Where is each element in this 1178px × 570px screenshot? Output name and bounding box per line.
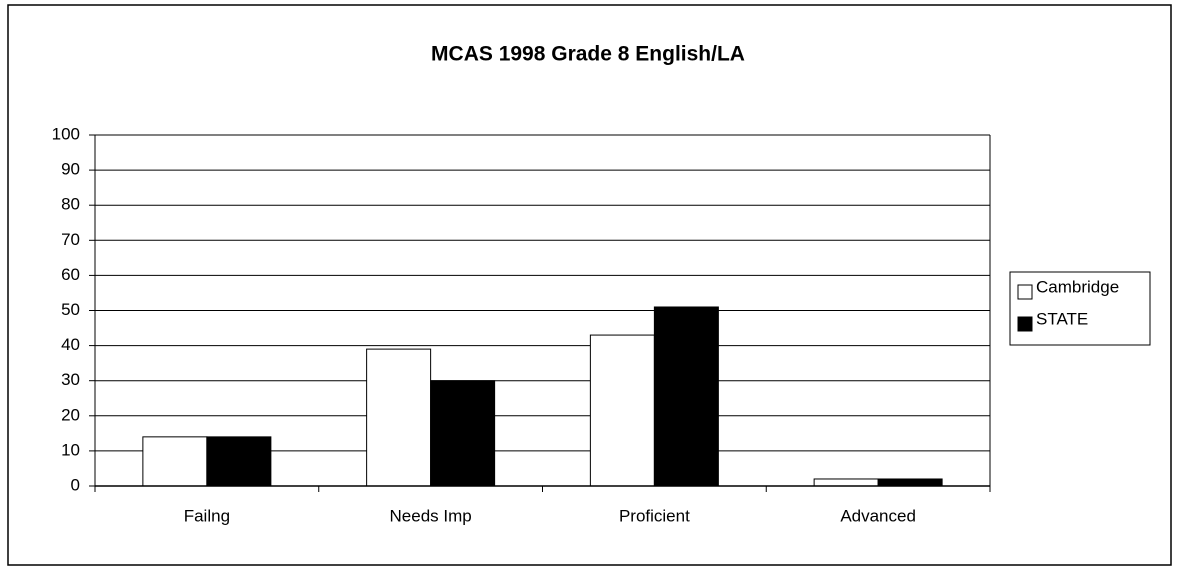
y-tick-label: 10 <box>61 440 80 459</box>
bar <box>653 306 719 487</box>
x-tick-label: Failng <box>184 506 230 525</box>
chart-title: MCAS 1998 Grade 8 English/LA <box>431 43 745 66</box>
y-tick-label: 20 <box>61 405 80 424</box>
y-tick-label: 50 <box>61 300 80 319</box>
legend-swatch <box>1017 316 1033 332</box>
bar <box>430 380 496 487</box>
x-tick-label: Needs Imp <box>390 506 472 525</box>
x-tick-label: Proficient <box>619 506 690 525</box>
legend-box <box>1009 271 1151 346</box>
bar <box>589 334 655 487</box>
x-tick-label: Advanced <box>840 506 916 525</box>
y-tick-label: 60 <box>61 265 80 284</box>
bar <box>206 436 272 487</box>
y-tick-label: 70 <box>61 230 80 249</box>
y-tick-label: 80 <box>61 195 80 214</box>
legend-label: Cambridge <box>1036 277 1119 296</box>
legend-label: STATE <box>1036 309 1088 328</box>
bar <box>813 478 879 487</box>
bar <box>877 478 943 487</box>
y-tick-label: 40 <box>61 335 80 354</box>
y-tick-label: 100 <box>52 124 80 143</box>
y-tick-label: 90 <box>61 160 80 179</box>
y-tick-label: 30 <box>61 370 80 389</box>
legend-swatch <box>1017 284 1033 300</box>
bar <box>366 348 432 487</box>
bar <box>142 436 208 487</box>
y-tick-label: 0 <box>71 475 80 494</box>
